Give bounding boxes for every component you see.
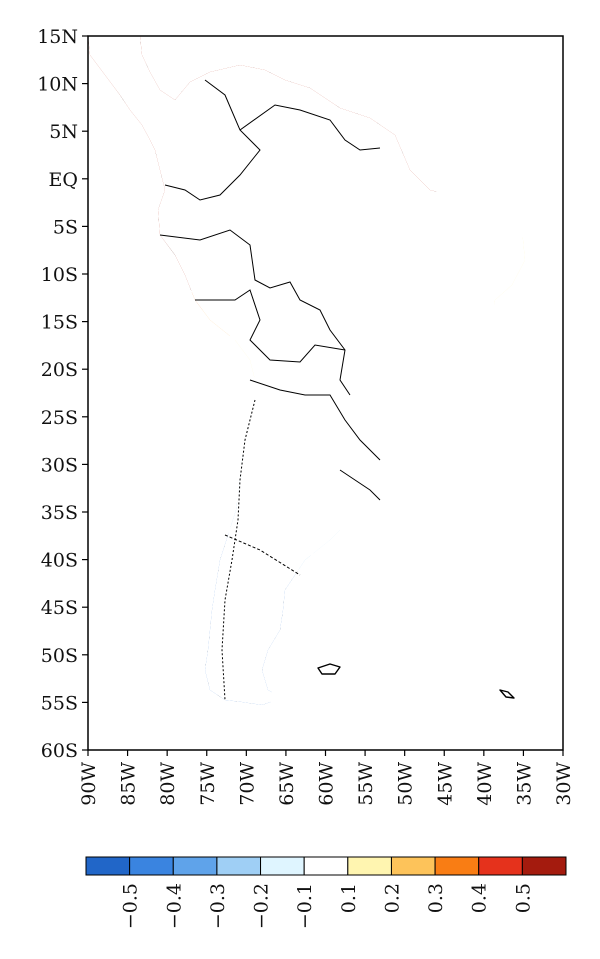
latitude-tick-label: 35S [41, 502, 78, 524]
latitude-tick-label: 45S [41, 597, 78, 619]
latitude-tick-label: 50S [41, 645, 78, 667]
south-georgia [499, 689, 515, 699]
longitude-tick-label: 30W [553, 762, 575, 806]
latitude-tick-label: EQ [49, 169, 78, 191]
coastline [88, 36, 526, 706]
latitude-tick-label: 10N [37, 74, 78, 96]
longitude-tick-label: 75W [197, 762, 219, 806]
longitude-tick-label: 50W [395, 762, 417, 806]
colorbar-swatch [390, 856, 436, 876]
longitude-tick-label: 45W [434, 762, 456, 806]
colorbar-label: −0.4 [163, 883, 185, 929]
colorbar-swatch [478, 856, 523, 876]
colorbar-swatch [521, 856, 567, 876]
longitude-tick-label: 55W [355, 762, 377, 806]
latitude-tick-label: 40S [41, 550, 78, 572]
colorbar-swatch [260, 856, 305, 876]
country-borders [159, 79, 381, 701]
latitude-tick-label: 25S [41, 407, 78, 429]
colorbar-label: 0.1 [338, 883, 360, 913]
map-area [88, 36, 526, 706]
latitude-tick-label: 55S [41, 692, 78, 714]
longitude-tick-label: 85W [118, 762, 140, 806]
latitude-tick-label: 15S [41, 312, 78, 334]
colorbar-swatch [347, 856, 392, 876]
latitude-tick-label: 30S [41, 454, 78, 476]
colorbar-label: 0.3 [425, 883, 447, 913]
colorbar-label: −0.3 [207, 883, 229, 929]
longitude-axis: 90W 85W 80W 75W 70W 65W 60W 55W 50W 45W 40W 35W 30W [78, 750, 575, 806]
colorbar-swatch [129, 856, 174, 876]
longitude-tick-label: 60W [316, 762, 338, 806]
colorbar-label: −0.5 [120, 883, 142, 929]
latitude-tick-label: 20S [41, 359, 78, 381]
latitude-tick-label: 5S [53, 216, 78, 238]
latitude-tick-label: 15N [37, 26, 78, 48]
latitude-tick-label: 60S [41, 740, 78, 762]
longitude-tick-label: 40W [474, 762, 496, 806]
longitude-tick-label: 70W [236, 762, 258, 806]
latitude-tick-label: 5N [49, 121, 78, 143]
colorbar-label: 0.4 [469, 883, 491, 913]
colorbar-label: 0.5 [512, 883, 534, 913]
longitude-tick-label: 35W [513, 762, 535, 806]
colorbar-label: −0.1 [294, 883, 316, 929]
latitude-axis: 15N 10N 5N EQ 5S 10S 15S 20S 25S 30S 35S 40S 45S 50S 5… [37, 26, 88, 762]
longitude-tick-label: 80W [157, 762, 179, 806]
colorbar: −0.5 −0.4 −0.3 −0.2 −0.1 0.1 0.2 0.3 0.4 0.5 [85, 856, 567, 929]
colorbar-swatch [85, 856, 131, 876]
falkland-islands [317, 663, 341, 675]
colorbar-swatch [434, 856, 480, 876]
latitude-tick-label: 10S [41, 264, 78, 286]
longitude-tick-label: 90W [78, 762, 100, 806]
longitude-tick-label: 65W [276, 762, 298, 806]
colorbar-label: −0.2 [251, 883, 273, 929]
colorbar-swatch [172, 856, 218, 876]
colorbar-swatch [216, 856, 262, 876]
colorbar-swatch [303, 856, 349, 876]
colorbar-label: 0.2 [381, 883, 403, 913]
